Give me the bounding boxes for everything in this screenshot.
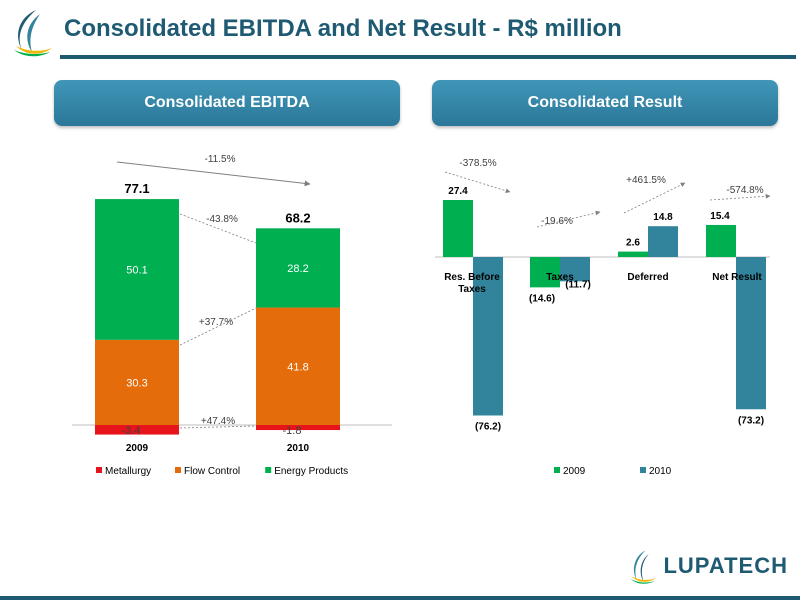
result-change-arrow-3 bbox=[709, 193, 771, 201]
result-change-label-1: -19.6% bbox=[541, 216, 573, 227]
legend-swatch-2 bbox=[265, 467, 272, 473]
legend-label-1: Flow Control bbox=[184, 466, 240, 477]
flow-label-2010: 41.8 bbox=[287, 361, 308, 373]
total-label-2010: 68.2 bbox=[285, 210, 310, 225]
energy-change-label: -43.8% bbox=[206, 214, 238, 225]
result-bar-2-2009 bbox=[618, 251, 648, 257]
result-value-1-2009: (14.6) bbox=[529, 293, 555, 304]
result-bar-2-2010 bbox=[648, 226, 678, 257]
result-legend-label-2010: 2010 bbox=[649, 466, 672, 477]
legend-label-0: Metallurgy bbox=[105, 466, 151, 477]
result-category-3: Net Result bbox=[712, 272, 762, 283]
result-change-arrow-0 bbox=[444, 171, 511, 194]
result-legend-swatch-2009 bbox=[554, 467, 560, 473]
result-value-0-2009: 27.4 bbox=[448, 186, 468, 197]
result-change-arrow-1 bbox=[536, 210, 601, 228]
ebitda-panel-header: Consolidated EBITDA bbox=[54, 80, 400, 126]
flow-control-bar-2010 bbox=[256, 307, 340, 425]
result-bar-0-2010 bbox=[473, 257, 503, 416]
result-change-label-0: -378.5% bbox=[459, 158, 496, 169]
energy-label-2009: 50.1 bbox=[126, 264, 147, 276]
result-category-1: Taxes bbox=[546, 272, 574, 283]
legend-swatch-0 bbox=[96, 467, 102, 473]
flow-control-bar-2009 bbox=[95, 339, 179, 425]
brand-mark-icon bbox=[630, 550, 656, 584]
total-change-label: -11.5% bbox=[205, 154, 236, 165]
ebitda-chart: 50.1 30.3 -3.4 77.1 2009 28.2 41.8 -1.8 68.2 2010… bbox=[72, 154, 392, 477]
result-value-2-2010: 14.8 bbox=[653, 212, 673, 223]
page-title: Consolidated EBITDA and Net Result - R$ … bbox=[64, 15, 622, 42]
flow-label-2009: 30.3 bbox=[126, 377, 147, 389]
result-value-3-2009: 15.4 bbox=[710, 211, 730, 222]
flow-change-label: +37.7% bbox=[199, 317, 233, 328]
brand-logo: LUPATECH bbox=[628, 544, 788, 588]
result-value-1-2010: (11.7) bbox=[565, 279, 591, 290]
legend-swatch-1 bbox=[175, 467, 181, 473]
metallurgy-label-2009: -3.4 bbox=[122, 425, 141, 437]
result-category-0: Res. Before bbox=[444, 272, 500, 283]
metallurgy-change-connector bbox=[179, 425, 257, 429]
result-change-label-3: -574.8% bbox=[726, 185, 763, 196]
total-change-arrow bbox=[116, 161, 311, 187]
legend-label-2: Energy Products bbox=[274, 466, 348, 477]
result-chart: 27.4 (76.2) (14.6) (11.7) 2.6 14.8 15.4 (73.2) R… bbox=[435, 158, 771, 477]
energy-label-2010: 28.2 bbox=[287, 263, 308, 275]
title-divider bbox=[60, 55, 796, 59]
result-bar-0-2009 bbox=[443, 200, 473, 257]
result-bar-1-2010 bbox=[560, 257, 590, 282]
result-value-2-2009: 2.6 bbox=[626, 238, 640, 249]
result-value-0-2010: (76.2) bbox=[475, 421, 501, 432]
result-bar-3-2010 bbox=[736, 257, 766, 410]
brand-name: LUPATECH bbox=[663, 553, 788, 578]
energy-products-bar-2010 bbox=[256, 228, 340, 308]
result-bar-3-2009 bbox=[706, 224, 736, 257]
result-change-label-2: +461.5% bbox=[626, 175, 666, 186]
result-panel-header: Consolidated Result bbox=[432, 80, 778, 126]
result-category-0-line2: Taxes bbox=[458, 284, 486, 295]
result-category-2: Deferred bbox=[627, 272, 668, 283]
lupatech-logo-icon bbox=[14, 10, 52, 57]
result-legend-swatch-2010 bbox=[640, 467, 646, 473]
ebitda-category-2010: 2010 bbox=[287, 443, 310, 454]
metallurgy-change-label: +47.4% bbox=[201, 416, 235, 427]
metallurgy-bar-2009 bbox=[95, 425, 179, 435]
result-legend-label-2009: 2009 bbox=[563, 466, 586, 477]
total-label-2009: 77.1 bbox=[124, 181, 149, 196]
energy-change-connector bbox=[179, 213, 257, 244]
result-change-arrow-2 bbox=[623, 182, 686, 214]
result-value-3-2010: (73.2) bbox=[738, 415, 764, 426]
ebitda-category-2009: 2009 bbox=[126, 443, 149, 454]
metallurgy-label-2010: -1.8 bbox=[283, 425, 302, 437]
energy-products-bar-2009 bbox=[95, 199, 179, 340]
result-bar-1-2009 bbox=[530, 257, 560, 288]
metallurgy-bar-2010 bbox=[256, 425, 340, 431]
footer-bar bbox=[0, 596, 800, 600]
